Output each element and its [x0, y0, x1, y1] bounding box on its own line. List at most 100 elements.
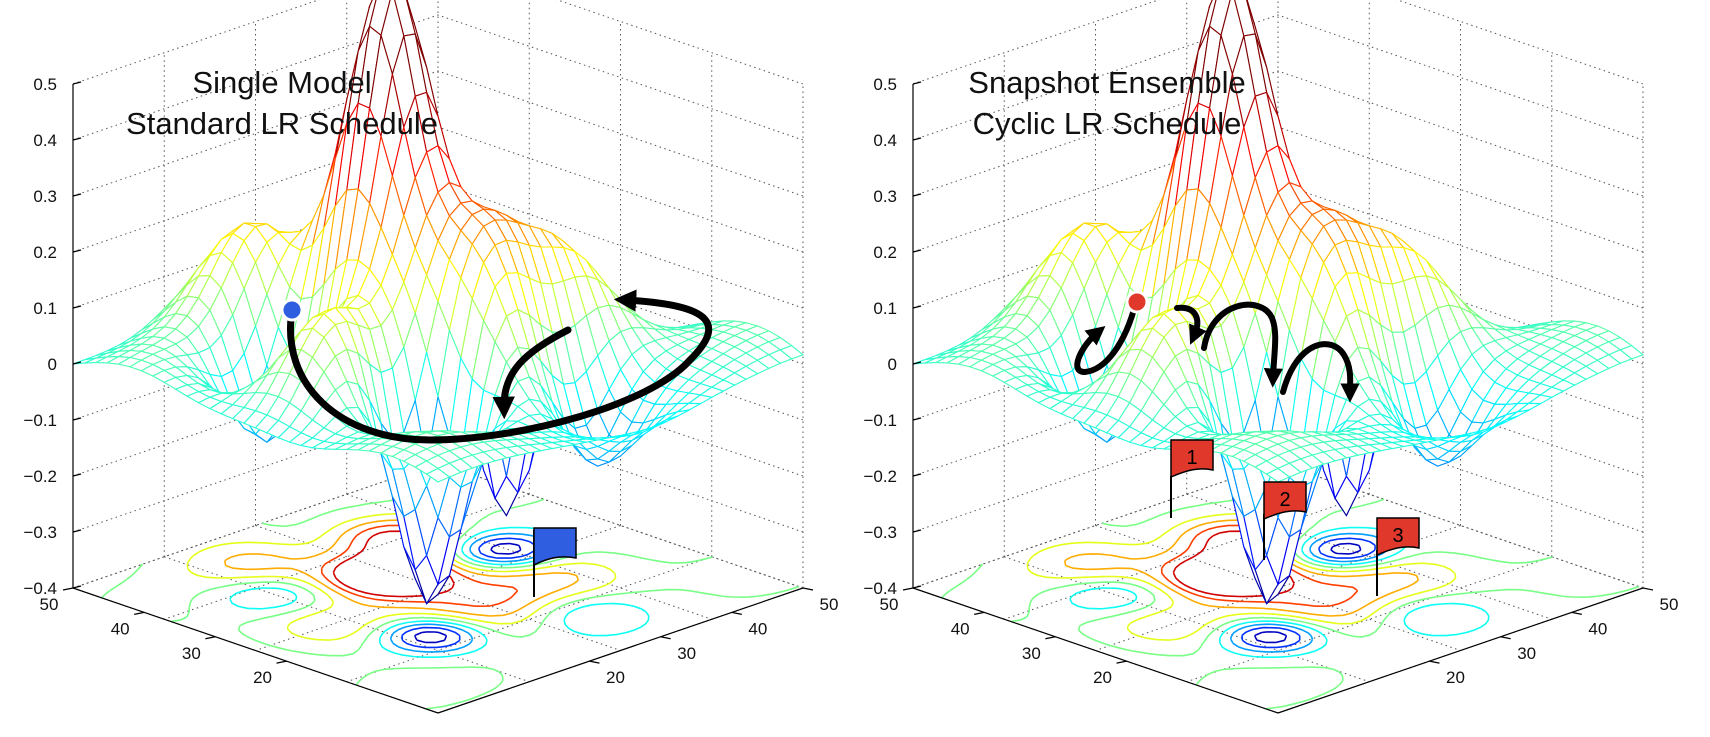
r-z-tick — [912, 529, 922, 533]
r-contour-line — [941, 469, 1640, 710]
right-start-marker — [1125, 290, 1149, 314]
r-x-tick — [1642, 587, 1654, 591]
left-flag — [533, 527, 577, 567]
r-x-tick — [1500, 636, 1511, 640]
r-z-tick — [912, 81, 922, 85]
l-y-tick-label: 50 — [40, 595, 59, 614]
l-x-tick — [660, 636, 671, 640]
left-minimum-flag — [533, 527, 577, 597]
l-z-tick — [72, 137, 82, 141]
r-z-tick-label: −0.1 — [863, 411, 897, 430]
r-z-tick-label: −0.3 — [863, 523, 897, 542]
l-z-tick-label: −0.3 — [23, 523, 57, 542]
r-y-tick — [902, 587, 914, 591]
r-y-axis — [912, 587, 1279, 714]
l-x-tick-label: 40 — [748, 619, 767, 638]
left-panel: 0.5 0.4 0.3 0.2 0.1 0 −0.1 −0.2 −0.3 −0.4 20 30 40 50… — [23, 0, 839, 714]
l-z-tick-label: −0.4 — [23, 579, 57, 598]
right-hop-4 — [1280, 341, 1360, 403]
r-z-tick — [912, 473, 922, 477]
l-z-tick — [72, 81, 82, 85]
r-contour-line — [1241, 537, 1376, 649]
right-flag-1-label: 1 — [1186, 447, 1197, 469]
l-z-tick-label: 0.5 — [33, 75, 57, 94]
right-flag-3-shape — [1376, 517, 1420, 557]
right-hop-3 — [1201, 301, 1283, 388]
r-z-tick — [912, 193, 922, 197]
r-z-tick-label: 0.1 — [873, 299, 897, 318]
l-z-tick — [72, 361, 82, 365]
left-trajectory-short — [492, 326, 572, 420]
r-y-tick-label: 40 — [951, 619, 970, 638]
l-y-tick-label: 20 — [253, 668, 272, 687]
r-z-tick-label: −0.4 — [863, 579, 897, 598]
l-y-tick — [276, 660, 287, 664]
l-z-tick — [72, 193, 82, 197]
l-surface-cell — [425, 467, 451, 483]
l-z-tick-label: 0.1 — [33, 299, 57, 318]
l-z-tick-label: 0 — [48, 355, 57, 374]
right-chart-subtitle: Cyclic LR Schedule — [973, 106, 1242, 141]
l-z-tick-label: 0.3 — [33, 187, 57, 206]
l-x-tick-label: 50 — [820, 595, 839, 614]
r-x-tick-label: 50 — [1660, 595, 1679, 614]
right-flag-3-label: 3 — [1392, 525, 1403, 547]
right-hop-2 — [1174, 304, 1207, 345]
right-flag-1-shape — [1170, 439, 1214, 479]
r-y-tick-label: 50 — [880, 595, 899, 614]
r-zgrid-line — [912, 14, 1644, 141]
l-z-tick — [72, 473, 82, 477]
r-z-tick — [912, 137, 922, 141]
r-x-tick-label: 30 — [1517, 644, 1536, 663]
l-y-axis — [72, 587, 439, 714]
r-y-tick-label: 30 — [1022, 644, 1041, 663]
l-x-tick — [589, 660, 600, 664]
l-y-tick-label: 40 — [111, 619, 130, 638]
l-contour-line — [414, 542, 522, 644]
r-y-tick-label: 20 — [1093, 668, 1112, 687]
l-contour-line — [101, 469, 800, 710]
right-axes: 0.5 0.4 0.3 0.2 0.1 0 −0.1 −0.2 −0.3 −0.4 20 30 40 50… — [863, 75, 1679, 714]
right-hop-1 — [1074, 299, 1139, 376]
r-z-tick-label: 0.3 — [873, 187, 897, 206]
right-flag-2-label: 2 — [1279, 489, 1290, 511]
l-z-tick — [72, 529, 82, 533]
l-contour-line — [401, 537, 536, 649]
right-flag-3: 3 — [1376, 517, 1420, 596]
r-z-tick — [912, 361, 922, 365]
l-z-tick — [72, 417, 82, 421]
r-x-tick — [1429, 660, 1440, 664]
r-y-tick — [1045, 636, 1056, 640]
right-flag-1: 1 — [1170, 439, 1214, 518]
r-z-tick — [912, 305, 922, 309]
l-y-tick-label: 30 — [182, 644, 201, 663]
r-z-tick-label: 0.2 — [873, 243, 897, 262]
l-x-axis — [437, 587, 804, 714]
r-y-tick — [974, 611, 985, 615]
r-x-tick-label: 20 — [1446, 668, 1465, 687]
l-y-tick — [134, 611, 145, 615]
l-z-tick-label: 0.2 — [33, 243, 57, 262]
right-flag-2-shape — [1263, 481, 1307, 521]
r-x-tick-label: 40 — [1588, 619, 1607, 638]
l-contour-line — [186, 513, 617, 641]
l-z-tick — [72, 305, 82, 309]
l-z-tick — [72, 585, 82, 589]
r-contour-line — [1254, 542, 1362, 644]
l-x-tick — [731, 611, 742, 615]
r-contour-line — [1026, 513, 1457, 641]
left-start-marker — [280, 298, 304, 322]
r-x-tick — [1571, 611, 1582, 615]
r-z-tick — [912, 417, 922, 421]
r-z-tick — [912, 249, 922, 253]
l-z-tick — [72, 249, 82, 253]
right-flag-2: 2 — [1263, 481, 1307, 560]
right-surface-mesh — [912, 0, 1645, 605]
l-x-tick-label: 30 — [677, 644, 696, 663]
left-surface-mesh — [72, 0, 805, 605]
right-panel: 0.5 0.4 0.3 0.2 0.1 0 −0.1 −0.2 −0.3 −0.4 20 30 40 50… — [863, 0, 1679, 714]
l-z-tick-label: 0.4 — [33, 131, 57, 150]
left-trajectory-long — [287, 289, 713, 444]
l-zgrid-line — [72, 14, 804, 141]
